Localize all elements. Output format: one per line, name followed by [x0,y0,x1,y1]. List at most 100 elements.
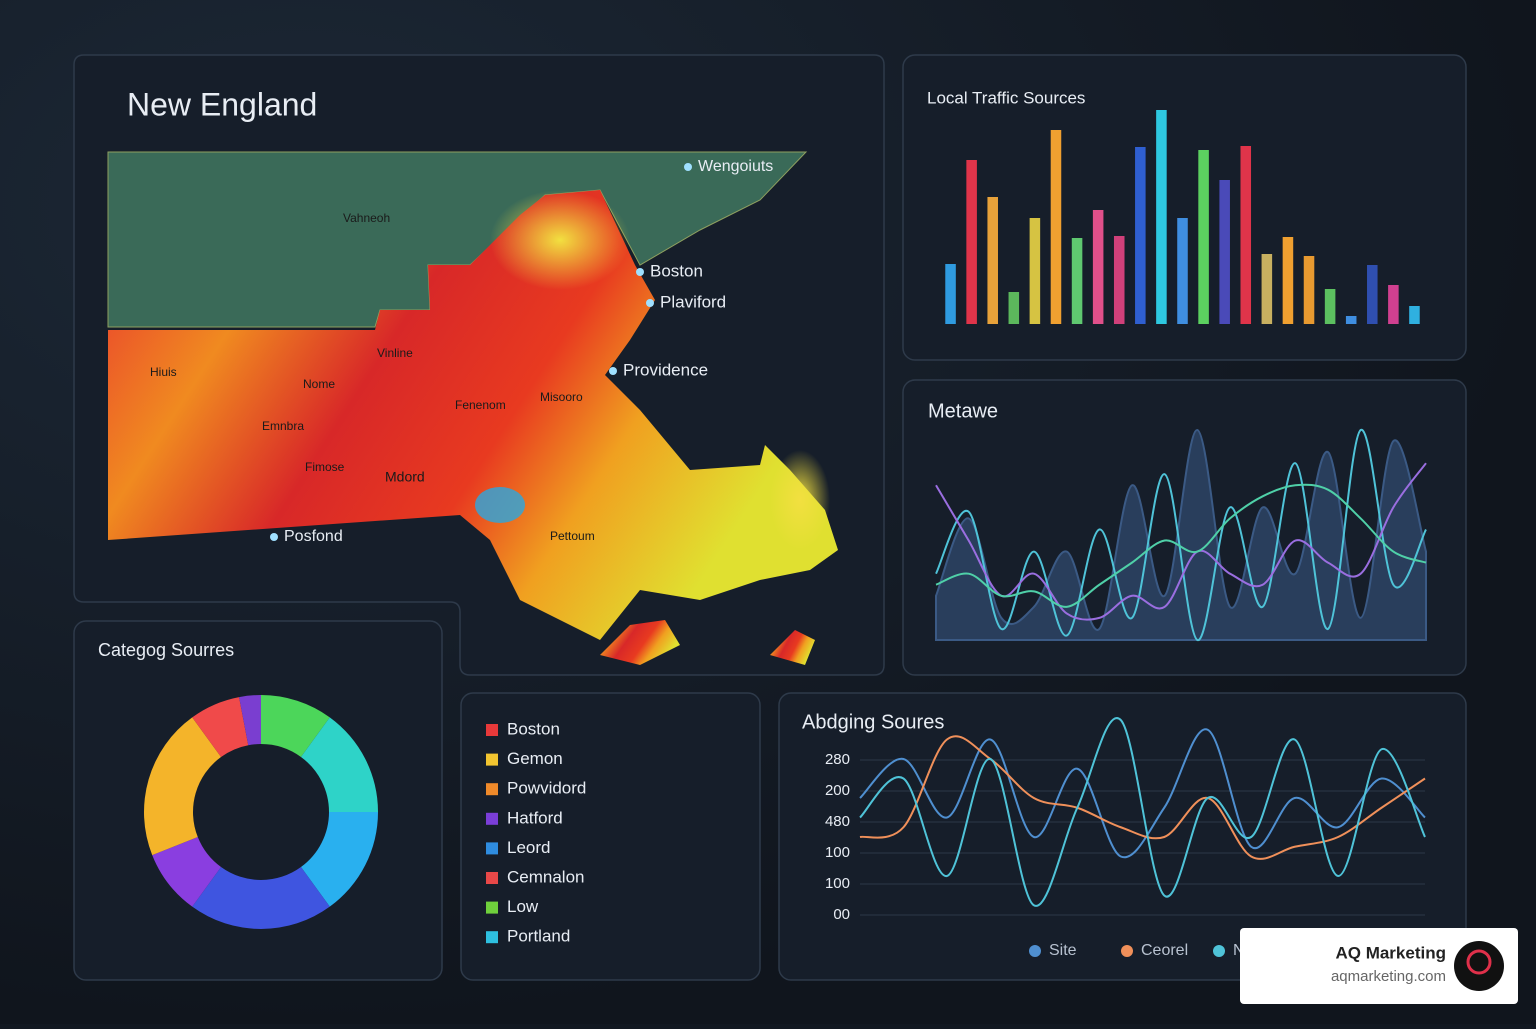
line [935,428,1427,642]
bar [1029,218,1041,324]
legend-swatch [1213,945,1225,957]
bar [966,160,977,324]
city-label: Fenenom [455,398,506,412]
city-dot [270,533,278,541]
city-label: Mdord [385,469,425,485]
city-label: Fimose [305,460,345,474]
legend-swatch [486,931,498,944]
map-heat [770,450,830,550]
legend-swatch [1121,945,1133,957]
city-label: Misooro [540,390,583,404]
chart-title: Local Traffic Sources [927,88,1085,107]
bar [1008,292,1020,324]
bar [1198,150,1209,324]
donut-segment [300,812,378,907]
donut-panel [73,620,443,981]
bar [1261,254,1273,324]
city-label: Hiuis [150,365,177,379]
badge-name: AQ Marketing [1335,943,1446,962]
legend-label: Hatford [507,808,563,827]
legend-swatch [486,842,498,855]
chart-title: Metawe [928,400,998,422]
badge-url: aqmarketing.com [1331,968,1446,985]
chart-title: Categog Sourres [98,640,234,660]
map-heat [490,190,630,290]
legend-swatch [486,901,498,914]
badge [1240,928,1518,1004]
city-label: Emnbra [262,419,304,433]
legend-swatch [486,783,498,796]
map-heat [475,487,525,523]
area [935,428,1427,641]
line [859,717,1426,907]
bar [945,264,956,324]
y-tick-label: 480 [825,813,850,830]
line [859,735,1426,860]
badge-icon [1466,949,1492,975]
bar [1113,236,1125,324]
city-label: Vahneoh [343,211,390,225]
legend-label: Low [507,897,539,916]
map [107,151,838,665]
city-label: Posfond [284,528,343,545]
city-label: Vinline [377,346,413,360]
legend-label: Ceorel [1141,942,1188,959]
city-label: Plaviford [660,292,726,311]
legend-label: Cemnalon [507,867,585,886]
bar [1092,210,1104,324]
bar [1345,316,1357,324]
legend-label: Site [1049,942,1077,959]
map-title: New England [127,86,317,122]
line [859,728,1426,859]
y-tick-label: 200 [825,782,850,799]
donut-segment [152,837,222,907]
line [935,483,1427,608]
donut-segment [261,695,330,757]
legend-swatch [486,872,498,884]
donut-segment [300,717,378,812]
legend-swatch [1029,945,1041,957]
city-dot [646,299,654,307]
legend-swatch [486,724,498,736]
city-dot [609,367,617,375]
city-label: Nome [303,377,335,391]
line-panel-2 [778,692,1467,981]
line [935,462,1427,621]
legend-swatch [486,812,498,825]
badge-icon [1454,941,1504,991]
donut-segment [192,697,249,757]
y-tick-label: 280 [825,751,850,768]
bar [1135,147,1146,324]
bar [1388,285,1399,324]
legend-panel [460,692,761,981]
donut-segment [239,695,261,746]
y-tick-label: 00 [833,906,850,923]
map-heat [108,190,838,640]
map-island [770,630,815,665]
bar [1156,110,1167,324]
bar [1050,130,1062,324]
city-label: Providence [623,360,708,379]
bar [1240,146,1252,324]
bar [987,197,998,324]
y-tick-label: 100 [825,875,850,892]
city-label: Pettoum [550,529,595,543]
map-island [600,620,680,665]
legend-label: Gemon [507,749,563,768]
city-label: Wengoiuts [698,158,773,175]
bar [1071,238,1083,324]
y-tick-label: 100 [825,844,850,861]
bar [1324,289,1336,324]
legend-label: Leord [507,838,550,857]
legend-label: Boston [507,719,560,738]
donut-segment [192,867,330,929]
bar [1219,180,1230,324]
chart-title: Abdging Soures [802,711,944,733]
legend-label: Powvidord [507,779,586,798]
city-dot [636,268,644,276]
donut-segment [144,717,222,856]
city-dot [684,163,692,171]
bar [1177,218,1188,324]
city-label: Boston [650,261,703,280]
